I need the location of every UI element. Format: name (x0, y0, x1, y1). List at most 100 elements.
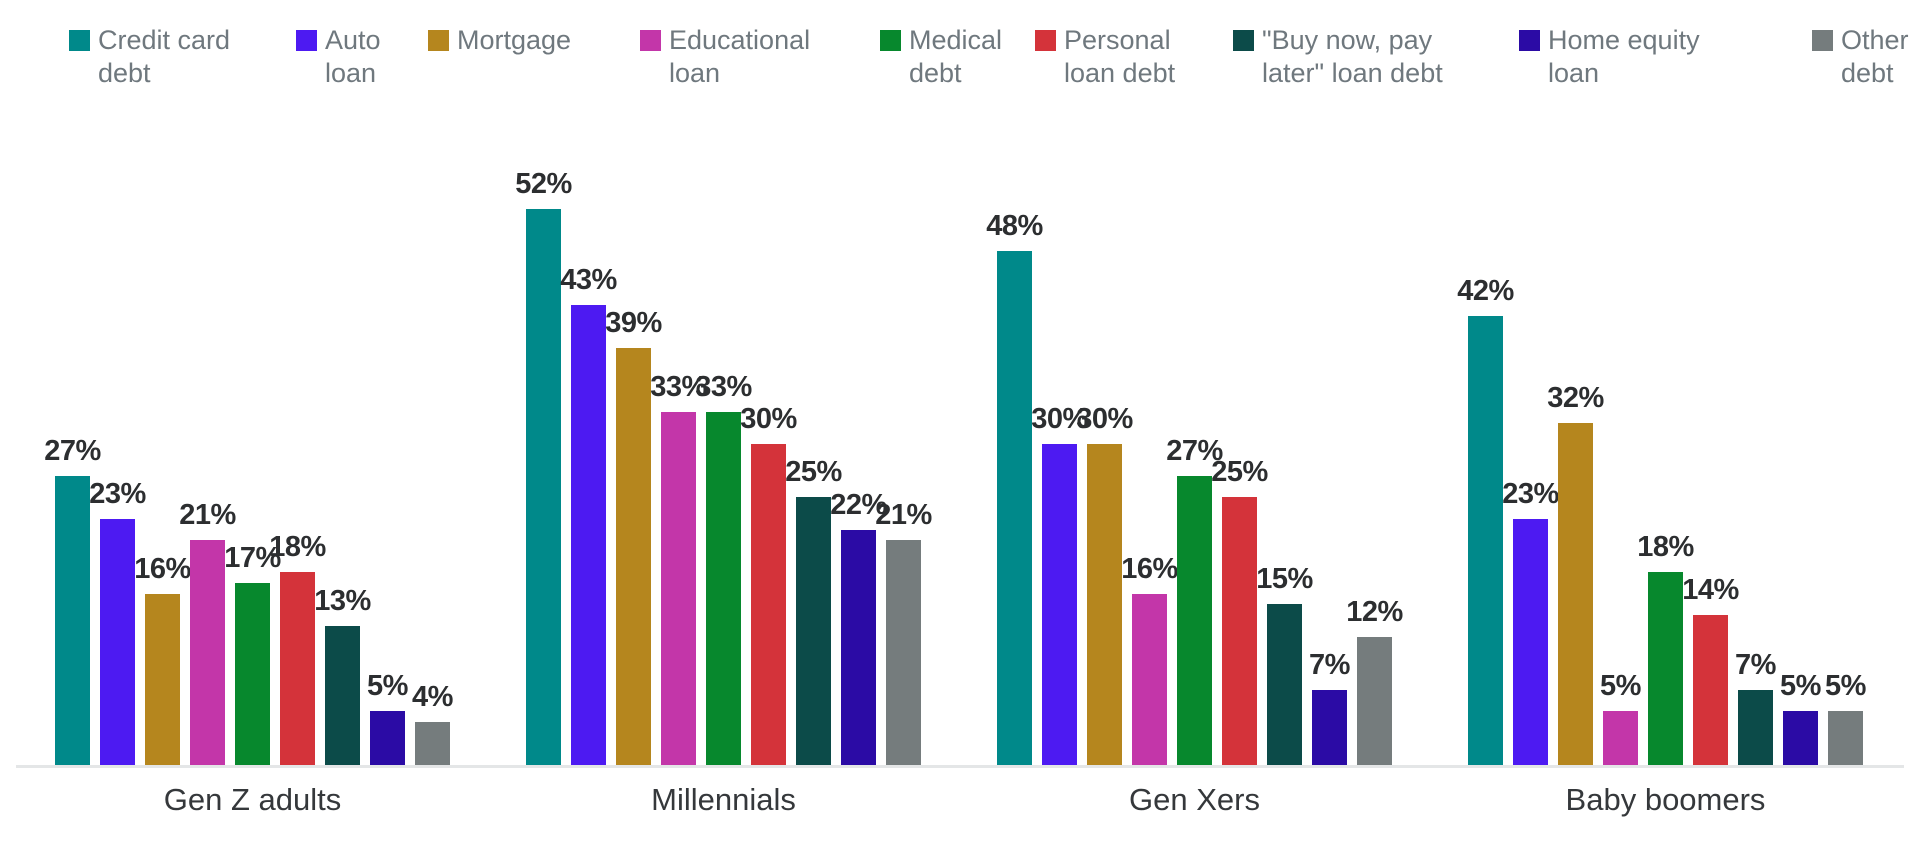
bar-medical-debt-gen-z-adults[interactable] (235, 583, 270, 765)
bar-credit-card-debt-gen-z-adults[interactable] (55, 476, 90, 765)
x-axis-label-gen-z-adults: Gen Z adults (163, 782, 342, 817)
bar-value-label: 30% (1031, 403, 1088, 435)
bar-value-label: 5% (367, 670, 408, 702)
bar-value-label: 12% (1346, 596, 1403, 628)
bar-value-label: 16% (1121, 553, 1178, 585)
bar-group-baby-boomers: 42% 23% 32% 5% 18% 14% 7% 5% 5% (1457, 0, 1866, 765)
bar-personal-loan-debt-baby-boomers[interactable] (1693, 615, 1728, 765)
legend-swatch-other-debt (1812, 30, 1833, 51)
bar-medical-debt-gen-xers[interactable] (1177, 476, 1212, 765)
x-axis-line (16, 765, 1904, 768)
legend-label: "Buy now, pay later" loan debt (1262, 25, 1443, 88)
bar-value-label: 39% (605, 307, 662, 339)
legend-label: Home equity loan (1548, 25, 1700, 88)
bar-value-label: 22% (830, 489, 887, 521)
bar-value-label: 21% (179, 499, 236, 531)
bar-mortgage-baby-boomers[interactable] (1558, 423, 1593, 765)
bar-personal-loan-debt-millennials[interactable] (751, 444, 786, 765)
bar-value-label: 30% (1076, 403, 1133, 435)
bar-buy-now-pay-later-loan-debt-gen-z-adults[interactable] (325, 626, 360, 765)
legend-label: Medical debt (909, 25, 1003, 88)
bar-value-label: 5% (1600, 670, 1641, 702)
bar-value-label: 16% (134, 553, 191, 585)
bar-educational-loan-gen-xers[interactable] (1132, 594, 1167, 765)
bar-other-debt-millennials[interactable] (886, 540, 921, 765)
bar-value-label: 30% (740, 403, 797, 435)
bar-value-label: 13% (314, 585, 371, 617)
bar-auto-loan-gen-z-adults[interactable] (100, 519, 135, 765)
bar-buy-now-pay-later-loan-debt-millennials[interactable] (796, 497, 831, 765)
legend-swatch-educational-loan (640, 30, 661, 51)
legend-item-mortgage[interactable]: Mortgage (428, 24, 571, 57)
bar-medical-debt-millennials[interactable] (706, 412, 741, 765)
bar-value-label: 5% (1780, 670, 1821, 702)
bar-home-equity-loan-gen-z-adults[interactable] (370, 711, 405, 765)
bar-auto-loan-gen-xers[interactable] (1042, 444, 1077, 765)
bar-credit-card-debt-millennials[interactable] (526, 209, 561, 765)
bar-value-label: 42% (1457, 275, 1514, 307)
bar-buy-now-pay-later-loan-debt-baby-boomers[interactable] (1738, 690, 1773, 765)
bar-home-equity-loan-millennials[interactable] (841, 530, 876, 765)
legend-item-buy-now-pay-later-loan-debt[interactable]: "Buy now, pay later" loan debt (1233, 24, 1443, 90)
bar-educational-loan-millennials[interactable] (661, 412, 696, 765)
bar-credit-card-debt-baby-boomers[interactable] (1468, 316, 1503, 765)
x-axis-label-gen-xers: Gen Xers (1129, 782, 1260, 817)
legend-item-home-equity-loan[interactable]: Home equity loan (1519, 24, 1700, 90)
legend-label: Mortgage (457, 25, 572, 55)
legend-swatch-personal-loan-debt (1035, 30, 1056, 51)
legend-label: Auto loan (325, 25, 381, 88)
bar-value-label: 25% (785, 456, 842, 488)
bar-other-debt-gen-z-adults[interactable] (415, 722, 450, 765)
bar-group-gen-z-adults: 27% 23% 16% 21% 17% 18% 13% 5% 4% (44, 0, 453, 765)
legend-swatch-mortgage (428, 30, 449, 51)
bar-value-label: 43% (560, 264, 617, 296)
bar-educational-loan-baby-boomers[interactable] (1603, 711, 1638, 765)
legend-swatch-home-equity-loan (1519, 30, 1540, 51)
legend-item-credit-card-debt[interactable]: Credit card debt (69, 24, 230, 90)
legend-label: Educational loan (669, 25, 811, 88)
bar-value-label: 7% (1309, 649, 1350, 681)
bar-educational-loan-gen-z-adults[interactable] (190, 540, 225, 765)
bar-value-label: 33% (650, 371, 707, 403)
legend-swatch-auto-loan (296, 30, 317, 51)
bar-other-debt-gen-xers[interactable] (1357, 637, 1392, 765)
bar-value-label: 23% (89, 478, 146, 510)
bar-credit-card-debt-gen-xers[interactable] (997, 251, 1032, 765)
bar-mortgage-gen-xers[interactable] (1087, 444, 1122, 765)
bar-home-equity-loan-gen-xers[interactable] (1312, 690, 1347, 765)
legend-swatch-medical-debt (880, 30, 901, 51)
legend-item-personal-loan-debt[interactable]: Personal loan debt (1035, 24, 1175, 90)
bar-mortgage-gen-z-adults[interactable] (145, 594, 180, 765)
bar-other-debt-baby-boomers[interactable] (1828, 711, 1863, 765)
legend-item-medical-debt[interactable]: Medical debt (880, 24, 1002, 90)
bar-personal-loan-debt-gen-z-adults[interactable] (280, 572, 315, 765)
bar-value-label: 23% (1502, 478, 1559, 510)
bar-value-label: 52% (515, 168, 572, 200)
legend-item-educational-loan[interactable]: Educational loan (640, 24, 810, 90)
bar-value-label: 27% (1166, 435, 1223, 467)
legend-label: Personal loan debt (1064, 25, 1176, 88)
bar-value-label: 17% (224, 542, 281, 574)
x-axis-label-millennials: Millennials (651, 782, 796, 817)
bar-group-millennials: 52% 43% 39% 33% 33% 30% 25% 22% 21% (515, 0, 932, 765)
bar-home-equity-loan-baby-boomers[interactable] (1783, 711, 1818, 765)
bar-value-label: 14% (1682, 574, 1739, 606)
x-axis-label-baby-boomers: Baby boomers (1565, 782, 1766, 817)
legend: Credit card debt Auto loan Mortgage Educati… (0, 24, 1920, 124)
bar-buy-now-pay-later-loan-debt-gen-xers[interactable] (1267, 604, 1302, 765)
legend-item-auto-loan[interactable]: Auto loan (296, 24, 381, 90)
bar-value-label: 25% (1211, 456, 1268, 488)
plot-area: 27% 23% 16% 21% 17% 18% 13% 5% 4% 52% 43% 39% 33% 33%… (44, 0, 1866, 765)
bar-value-label: 48% (986, 210, 1043, 242)
bar-value-label: 21% (875, 499, 932, 531)
bar-auto-loan-baby-boomers[interactable] (1513, 519, 1548, 765)
bar-personal-loan-debt-gen-xers[interactable] (1222, 497, 1257, 765)
bar-value-label: 27% (44, 435, 101, 467)
bar-mortgage-millennials[interactable] (616, 348, 651, 765)
bar-value-label: 5% (1825, 670, 1866, 702)
legend-item-other-debt[interactable]: Other debt (1812, 24, 1909, 90)
bar-auto-loan-millennials[interactable] (571, 305, 606, 765)
bar-value-label: 32% (1547, 382, 1604, 414)
bar-medical-debt-baby-boomers[interactable] (1648, 572, 1683, 765)
